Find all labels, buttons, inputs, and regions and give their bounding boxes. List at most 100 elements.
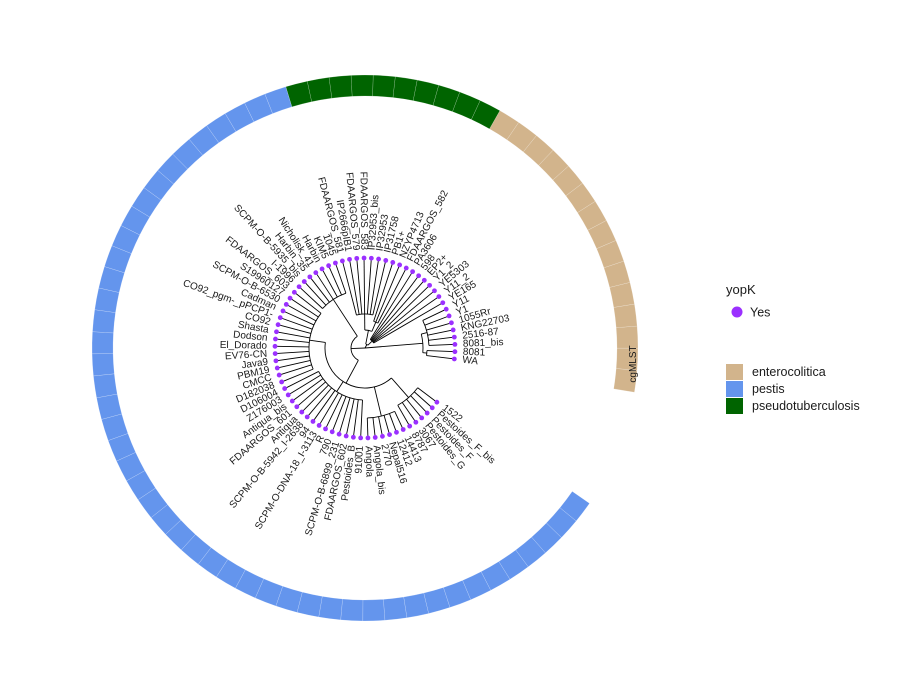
ring-segment xyxy=(98,266,125,293)
yopk-marker xyxy=(273,358,279,364)
legend-marker-swatch xyxy=(731,306,743,318)
yopk-marker xyxy=(403,265,409,271)
tree-branch xyxy=(372,291,434,342)
legend-label-enterocolitica: enterocolitica xyxy=(752,365,826,379)
ring-segment xyxy=(165,519,196,551)
yopk-marker xyxy=(452,341,458,347)
yopk-marker xyxy=(339,258,345,264)
tree-branch xyxy=(332,299,358,337)
yopk-marker xyxy=(419,415,425,421)
yopk-marker xyxy=(347,256,352,262)
ring-segment xyxy=(94,287,120,313)
yopk-marker xyxy=(274,329,279,335)
ring-segment xyxy=(350,74,374,97)
yopk-marker xyxy=(368,255,374,261)
yopk-marker xyxy=(446,313,452,319)
tree-branch xyxy=(410,395,427,412)
yopk-marker xyxy=(336,431,342,437)
ring-segment xyxy=(462,571,492,601)
ring-segment xyxy=(613,368,638,393)
tip-label: Dodson xyxy=(233,329,268,343)
yopk-marker xyxy=(274,365,280,371)
tree-branch xyxy=(371,281,424,341)
tip-label: EV76-CN xyxy=(225,349,268,363)
ring-segment xyxy=(318,596,343,621)
ring-segment xyxy=(565,182,596,213)
yopk-marker xyxy=(313,270,319,276)
tree-branch xyxy=(298,381,326,406)
ring-segment xyxy=(559,491,590,522)
ring-segment xyxy=(235,569,265,599)
yopk-marker xyxy=(296,284,302,290)
tree-arc xyxy=(324,342,392,389)
yopk-marker xyxy=(432,288,437,294)
yopk-marker xyxy=(427,282,433,288)
ring-segment xyxy=(552,165,583,197)
tree-branch xyxy=(305,282,327,306)
yopk-marker xyxy=(424,410,430,416)
yopk-marker xyxy=(301,279,307,284)
yopk-marker xyxy=(326,263,332,269)
tree-branch xyxy=(367,340,373,346)
ring-segment xyxy=(143,170,174,201)
tree-branch xyxy=(287,304,317,322)
ring-segment xyxy=(596,240,625,269)
tip-label: 91001 xyxy=(354,445,366,474)
tree-branch xyxy=(371,321,377,332)
ring-segment xyxy=(392,76,418,101)
yopk-marker xyxy=(443,306,449,312)
yopk-marker xyxy=(452,349,458,355)
tree-branch xyxy=(426,355,453,360)
species-legend: enterocolitica pestis pseudotuberculosis xyxy=(726,364,860,414)
ring-segment xyxy=(480,561,511,591)
ring-segment xyxy=(188,125,220,156)
yopk-marker xyxy=(372,435,378,440)
tree-branch xyxy=(277,355,310,362)
legend-swatch-pseudotuberculosis xyxy=(726,398,743,414)
yopk-marker xyxy=(275,322,281,328)
tree-branch xyxy=(319,392,339,424)
yopk-marker xyxy=(333,260,338,266)
tip-label: Angola xyxy=(363,446,375,478)
tree-branch xyxy=(302,384,329,411)
tree-branch xyxy=(280,364,312,375)
yopk-marker xyxy=(282,386,288,391)
tree-branch xyxy=(369,273,412,340)
tree-branch xyxy=(295,293,322,314)
tip-label: Java9 xyxy=(241,357,269,372)
tree-branch xyxy=(366,417,369,436)
yopk-marker xyxy=(276,372,282,378)
yopk-marker xyxy=(450,327,456,333)
ring-segment xyxy=(216,559,246,589)
tip-label: IP32953_bis xyxy=(367,194,382,250)
yopk-marker xyxy=(410,269,415,275)
ring-segment xyxy=(296,591,323,618)
tree-branch xyxy=(300,287,323,309)
yopk-marker xyxy=(273,336,278,342)
yopk-marker xyxy=(421,277,427,283)
tree-branch xyxy=(345,360,359,384)
tree-branch xyxy=(286,371,319,389)
yopk-marker xyxy=(436,294,442,299)
yopk-marker xyxy=(350,434,356,440)
tree-branch xyxy=(277,338,310,343)
tip-label: El_Dorado xyxy=(220,340,268,352)
ring-segment xyxy=(522,135,554,166)
ring-segment xyxy=(137,487,168,519)
tip-labels: WA80818081_bis2516-87KNG227031055RrY1Y11… xyxy=(181,172,511,538)
tree-branch xyxy=(316,274,334,300)
tree-branch xyxy=(426,350,453,353)
tree-branch xyxy=(277,345,310,348)
yopk-marker xyxy=(289,398,295,404)
tree-branch xyxy=(342,262,357,316)
ring-segment xyxy=(157,153,188,185)
ring-segment xyxy=(412,79,440,106)
tree-branch xyxy=(309,339,326,343)
tree-branch xyxy=(394,411,403,428)
ring-segment xyxy=(498,549,529,580)
yopk-marker xyxy=(387,432,392,437)
yopk-marker xyxy=(407,423,413,429)
tree-arc xyxy=(397,387,419,406)
tree-branch xyxy=(371,286,429,342)
